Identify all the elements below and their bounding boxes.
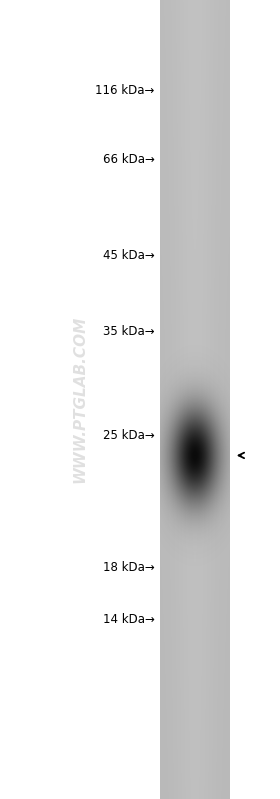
Text: 18 kDa→: 18 kDa→: [103, 561, 155, 574]
Text: 35 kDa→: 35 kDa→: [103, 325, 155, 338]
Text: 116 kDa→: 116 kDa→: [95, 84, 155, 97]
Text: 66 kDa→: 66 kDa→: [103, 153, 155, 166]
Text: 14 kDa→: 14 kDa→: [103, 613, 155, 626]
Text: 45 kDa→: 45 kDa→: [103, 249, 155, 262]
Text: 25 kDa→: 25 kDa→: [103, 429, 155, 442]
Text: WWW.PTGLAB.COM: WWW.PTGLAB.COM: [72, 316, 87, 483]
